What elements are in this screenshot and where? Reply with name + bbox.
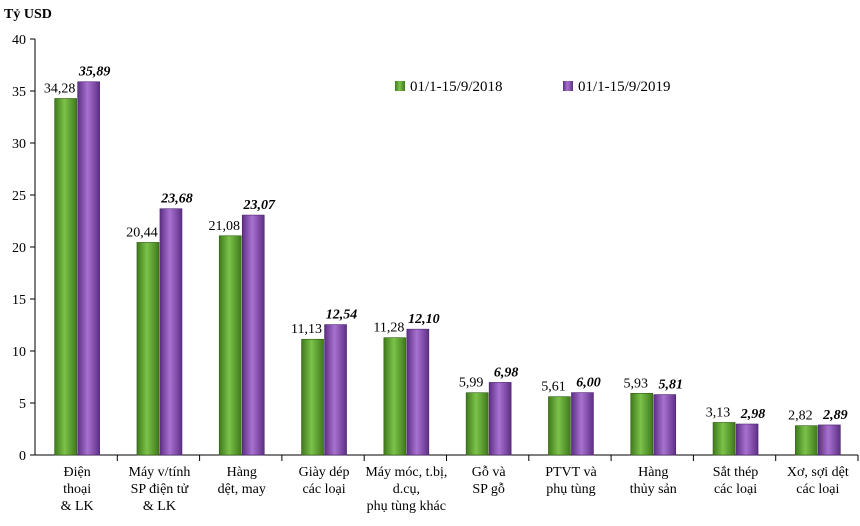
- bar-2019: [77, 81, 100, 456]
- category-label: thủy sản: [630, 482, 677, 497]
- data-label-2019: 12,54: [326, 308, 358, 323]
- data-label-2018: 20,44: [126, 225, 158, 240]
- category-label: dệt, may: [218, 482, 266, 497]
- y-tick-label: 30: [12, 137, 26, 152]
- y-tick-label: 20: [12, 241, 26, 256]
- data-label-2019: 2,89: [822, 408, 848, 423]
- bar-2018: [465, 392, 489, 456]
- category-label: phụ tùng khác: [367, 499, 446, 514]
- category-label: phụ tùng: [546, 482, 595, 497]
- category-label: Gỗ và: [472, 465, 507, 480]
- y-tick-label: 0: [19, 449, 26, 464]
- bar-2019: [735, 423, 759, 456]
- bar-2019: [653, 394, 677, 456]
- bar-2019: [818, 424, 841, 456]
- bar-2019: [488, 382, 512, 456]
- data-label-2019: 23,07: [243, 198, 277, 213]
- category-label: SP điện tử: [131, 482, 189, 497]
- legend-swatch-2018: [395, 81, 405, 91]
- data-label-2019: 2,98: [740, 407, 766, 422]
- category-label: SP gỗ: [472, 482, 505, 497]
- legend: 01/1-15/9/2018 01/1-15/9/2019: [395, 79, 671, 95]
- y-tick-label: 25: [12, 189, 26, 204]
- legend-label-2019: 01/1-15/9/2019: [578, 79, 671, 95]
- data-label-2018: 21,08: [209, 219, 241, 234]
- bar-2019: [159, 208, 183, 456]
- category-label: d.cụ,: [393, 482, 420, 497]
- category-label: Máy v/tính: [129, 465, 191, 480]
- legend-label-2018: 01/1-15/9/2018: [410, 79, 503, 95]
- y-tick-label: 40: [12, 33, 26, 48]
- data-label-2018: 5,61: [541, 380, 566, 395]
- category-label: Hàng: [227, 465, 257, 480]
- category-label: & LK: [143, 499, 176, 514]
- category-label: Sắt thép: [713, 465, 759, 480]
- data-label-2018: 5,99: [459, 376, 484, 391]
- bar-2018: [630, 393, 654, 456]
- bar-2019: [571, 392, 594, 456]
- bar-2019: [406, 328, 430, 456]
- bar-2019: [241, 214, 265, 456]
- data-label-2019: 6,00: [576, 376, 601, 391]
- category-label: các loại: [714, 482, 757, 497]
- y-tick-label: 5: [19, 397, 26, 412]
- category-label: PTVT và: [545, 465, 597, 480]
- y-tick-label: 10: [12, 345, 26, 360]
- data-label-2018: 3,13: [706, 405, 731, 420]
- category-label: Điện: [64, 465, 91, 480]
- bar-2018: [383, 337, 407, 456]
- category-label: thoại: [63, 482, 91, 497]
- data-label-2018: 11,13: [291, 322, 322, 337]
- bar-2018: [54, 98, 77, 456]
- y-axis-label: Tỷ USD: [4, 7, 52, 22]
- bar-2018: [136, 242, 160, 456]
- bar-2018: [795, 425, 818, 456]
- bar-2018: [301, 338, 324, 456]
- category-label: Giày dép: [299, 465, 350, 480]
- data-label-2018: 2,82: [788, 409, 813, 424]
- data-label-2019: 35,89: [78, 65, 111, 80]
- data-label-2019: 12,10: [408, 312, 440, 327]
- category-label: Hàng: [638, 465, 668, 480]
- data-label-2019: 23,68: [160, 192, 193, 207]
- category-label: Máy móc, t.bị,: [365, 465, 447, 480]
- bar-2019: [324, 324, 347, 456]
- category-label: & LK: [61, 499, 94, 514]
- bars: [54, 81, 841, 456]
- data-label-2018: 34,28: [44, 81, 76, 96]
- bar-2018: [218, 235, 242, 456]
- data-label-2018: 11,28: [373, 321, 404, 336]
- y-tick-label: 35: [12, 85, 26, 100]
- bar-2018: [548, 396, 571, 456]
- bar-2018: [712, 422, 736, 456]
- legend-swatch-2019: [563, 81, 573, 91]
- y-tick-label: 15: [12, 293, 26, 308]
- data-label-2019: 5,81: [659, 378, 684, 393]
- category-label: các loại: [796, 482, 839, 497]
- data-label-2018: 5,93: [624, 376, 649, 391]
- category-label: các loại: [302, 482, 345, 497]
- data-label-2019: 6,98: [494, 365, 519, 380]
- category-label: Xơ, sợi dệt: [787, 465, 849, 480]
- category-labels: Điện thoại & LK Máy v/tính SP điện tử & LK Hàn…: [61, 455, 859, 514]
